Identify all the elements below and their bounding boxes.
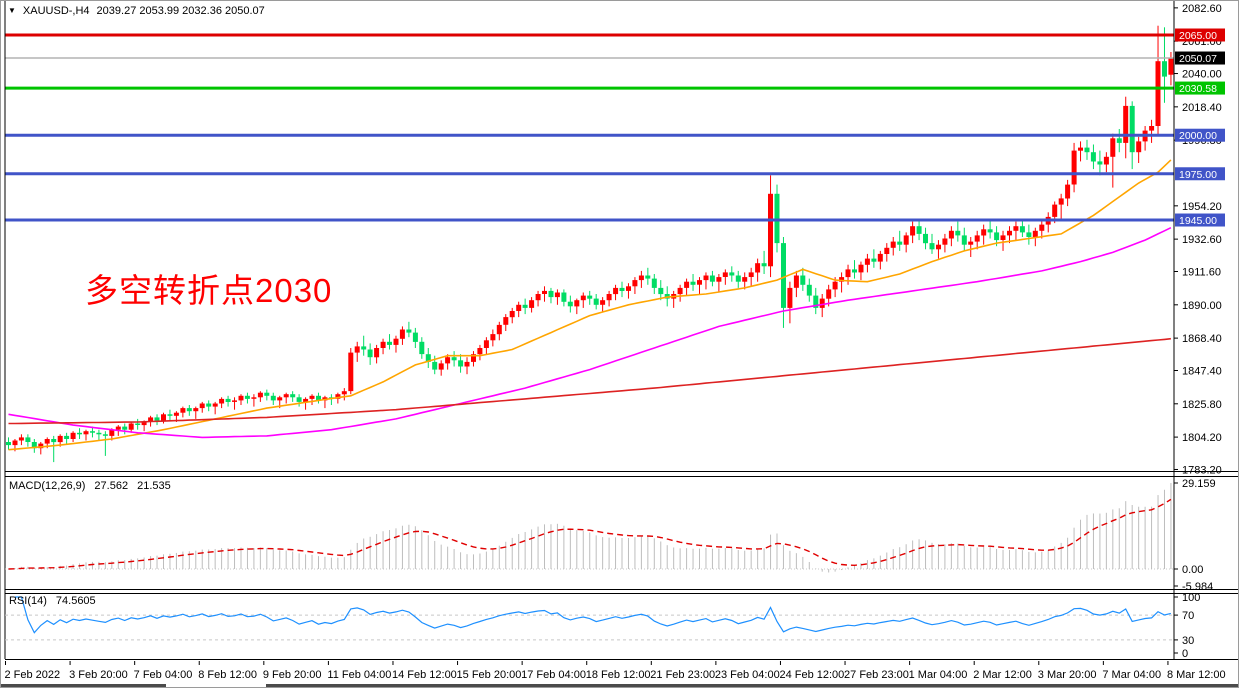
rsi-axis-label: 100 bbox=[1182, 592, 1200, 604]
price-badge-1975.00 bbox=[1175, 167, 1225, 181]
macd-axis-label: -5.984 bbox=[1182, 581, 1213, 593]
price-tick-label: 1911.60 bbox=[1182, 267, 1221, 279]
price-badge-text: 2050.07 bbox=[1179, 53, 1217, 65]
time-tick-label: 3 Mar 20:00 bbox=[1038, 669, 1097, 681]
time-tick-label: 1 Mar 04:00 bbox=[909, 669, 968, 681]
price-tick-label: 1804.20 bbox=[1182, 432, 1222, 444]
rsi-axis-label: 0 bbox=[1182, 648, 1188, 660]
macd-signal-line bbox=[8, 498, 1172, 570]
price-tick-label: 1890.00 bbox=[1182, 300, 1222, 312]
time-tick-label: 7 Feb 04:00 bbox=[134, 669, 193, 681]
time-tick-label: 14 Feb 12:00 bbox=[392, 669, 457, 681]
price-badge-text: 1945.00 bbox=[1179, 215, 1217, 227]
ma-mid-line[interactable] bbox=[8, 226, 1172, 439]
rsi-value: 74.5605 bbox=[55, 595, 96, 607]
ma-slow-line[interactable] bbox=[8, 337, 1171, 425]
price-badge-text: 2030.58 bbox=[1179, 83, 1217, 95]
macd-indicator-label: MACD(12,26,9) 27.562 21.535 bbox=[9, 480, 171, 492]
price-badge-2030.58 bbox=[1175, 81, 1225, 95]
price-badge-2000.00 bbox=[1175, 128, 1225, 142]
price-axis[interactable]: 2082.602061.002040.002018.401996.801954.… bbox=[1174, 3, 1225, 477]
time-tick-label: 21 Feb 23:00 bbox=[650, 669, 715, 681]
macd-name: MACD(12,26,9) bbox=[9, 480, 86, 492]
price-tick-label: 1868.40 bbox=[1182, 333, 1222, 345]
rsi-line bbox=[15, 596, 1172, 634]
macd-axis-label: 0.00 bbox=[1182, 564, 1203, 576]
time-tick-label: 27 Feb 23:00 bbox=[844, 669, 909, 681]
time-axis[interactable]: 2 Feb 2022 3 Feb 20:00 7 Feb 04:00 8 Feb 12… bbox=[5, 661, 1226, 681]
price-tick-label: 2082.60 bbox=[1182, 3, 1222, 15]
time-tick-label: 9 Feb 20:00 bbox=[263, 669, 322, 681]
time-tick-label: 24 Feb 12:00 bbox=[779, 669, 844, 681]
rsi-axis-label: 70 bbox=[1182, 610, 1194, 622]
chart-title-bar: ▼ XAUUSD-,H4 2039.27 2053.99 2032.36 205… bbox=[8, 5, 265, 17]
time-tick-label: 8 Mar 12:00 bbox=[1167, 669, 1226, 681]
rsi-panel[interactable]: 100 70 300 bbox=[5, 592, 1200, 660]
rsi-name: RSI(14) bbox=[9, 595, 47, 607]
annotation-text[interactable]: 多空转折点2030 bbox=[85, 272, 333, 309]
time-tick-label: 23 Feb 04:00 bbox=[715, 669, 780, 681]
price-tick-label: 1954.20 bbox=[1182, 201, 1222, 213]
price-tick-label: 1932.60 bbox=[1182, 234, 1222, 246]
macd-panel[interactable]: 29.159 0.00 -5.984 bbox=[5, 478, 1216, 593]
time-tick-label: 3 Feb 20:00 bbox=[69, 669, 128, 681]
ma-fast-line[interactable] bbox=[8, 159, 1172, 451]
time-tick-label: 7 Mar 04:00 bbox=[1102, 669, 1161, 681]
price-badge-2050.07 bbox=[1175, 51, 1225, 65]
chart-title-symbol: XAUUSD-,H4 bbox=[22, 5, 90, 17]
time-tick-label: 8 Feb 12:00 bbox=[198, 669, 257, 681]
moving-averages-layer bbox=[8, 159, 1172, 451]
price-badge-2065.00 bbox=[1175, 28, 1225, 42]
symbol-dropdown-icon[interactable]: ▼ bbox=[8, 6, 16, 15]
macd-main-value: 27.562 bbox=[94, 480, 129, 492]
macd-signal-value: 21.535 bbox=[137, 480, 171, 492]
price-badge-text: 2000.00 bbox=[1179, 130, 1217, 142]
time-tick-label: 2 Mar 12:00 bbox=[973, 669, 1032, 681]
time-tick-label: 11 Feb 04:00 bbox=[327, 669, 391, 681]
time-tick-label: 2 Feb 2022 bbox=[5, 669, 61, 681]
price-badge-text: 2065.00 bbox=[1179, 30, 1217, 42]
time-tick-label: 15 Feb 20:00 bbox=[457, 669, 522, 681]
price-badge-1945.00 bbox=[1175, 213, 1225, 227]
price-tick-label: 2040.00 bbox=[1182, 69, 1222, 81]
price-badge-text: 1975.00 bbox=[1179, 169, 1217, 181]
window-bottom-edge bbox=[266, 684, 1238, 687]
time-tick-label: 17 Feb 04:00 bbox=[521, 669, 586, 681]
macd-axis-label: 29.159 bbox=[1182, 478, 1216, 490]
candles-layer bbox=[6, 25, 1174, 463]
chart-title-ohlc: 2039.27 2053.99 2032.36 2050.07 bbox=[96, 5, 265, 17]
time-tick-label: 18 Feb 12:00 bbox=[586, 669, 651, 681]
rsi-indicator-label: RSI(14) 74.5605 bbox=[9, 595, 96, 607]
price-tick-label: 1783.20 bbox=[1182, 464, 1222, 476]
rsi-axis-label: 30 bbox=[1182, 635, 1194, 647]
price-tick-label: 1825.80 bbox=[1182, 399, 1222, 411]
price-tick-label: 2018.40 bbox=[1182, 102, 1222, 114]
price-tick-label: 1847.40 bbox=[1182, 365, 1222, 377]
